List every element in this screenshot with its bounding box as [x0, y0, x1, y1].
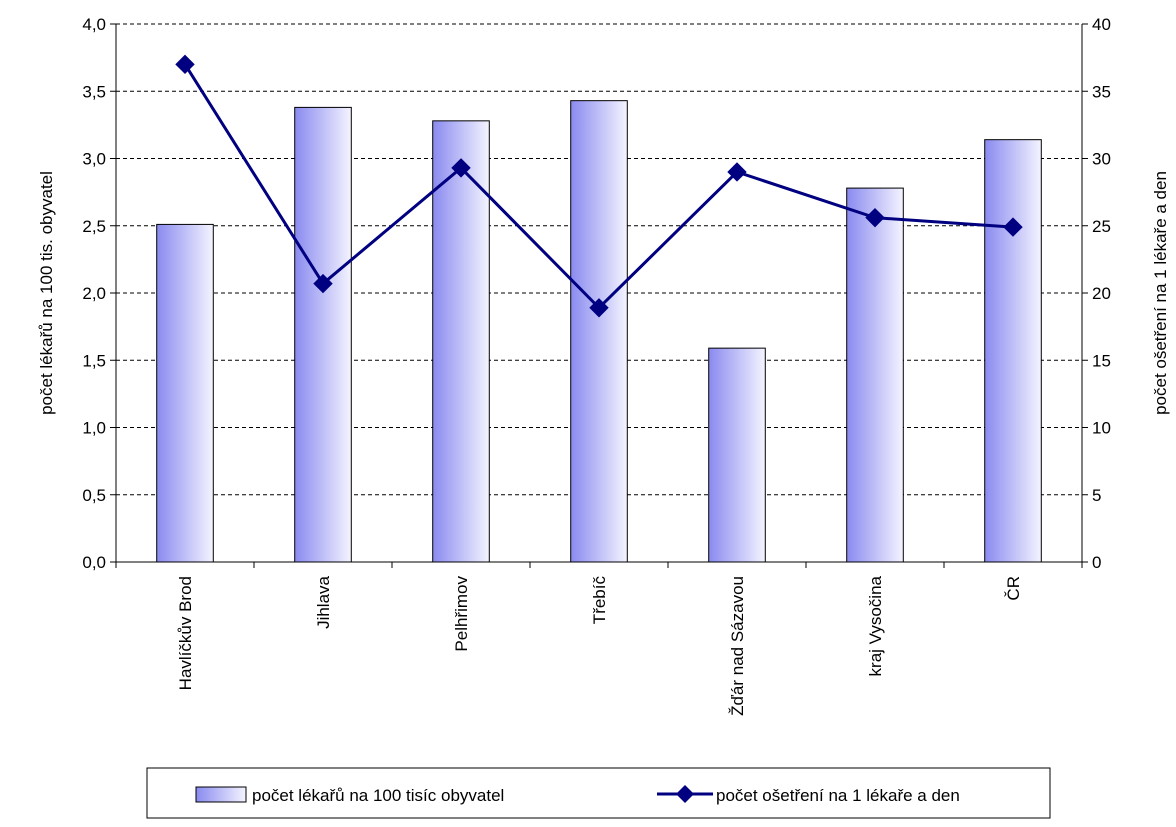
y-tick-label: 0,5 — [82, 486, 106, 505]
bar — [432, 120, 490, 563]
bar — [294, 106, 352, 563]
x-tick-label: Žďár nad Sázavou — [728, 576, 747, 716]
line-marker — [175, 54, 195, 75]
y-tick-label: 1,0 — [82, 419, 106, 438]
legend: počet lékařů na 100 tisíc obyvatel počet … — [146, 767, 1051, 819]
x-tick-label: Jihlava — [314, 575, 333, 628]
bar — [846, 187, 904, 563]
y2-tick-label: 30 — [1092, 150, 1111, 169]
y2-tick-label: 5 — [1092, 486, 1101, 505]
y-axis-title: počet lékařů na 100 tis. obyvatel — [37, 171, 56, 415]
y-tick-label: 0,0 — [82, 553, 106, 572]
legend-bar-swatch — [195, 786, 247, 803]
line-marker — [1003, 217, 1023, 237]
y2-tick-label: 10 — [1092, 419, 1111, 438]
y2-tick-label: 25 — [1092, 217, 1111, 236]
y-tick-label: 4,0 — [82, 15, 106, 34]
x-tick-label: Pelhřimov — [452, 576, 471, 652]
line-marker — [589, 298, 609, 318]
bar-series — [156, 100, 1042, 563]
line-marker — [865, 207, 885, 228]
bar — [708, 347, 766, 563]
line-marker — [313, 273, 333, 294]
y-tick-label: 2,0 — [82, 284, 106, 303]
legend-marker — [676, 785, 694, 803]
y2-tick-label: 20 — [1092, 284, 1111, 303]
y2-tick-label: 40 — [1092, 15, 1111, 34]
line-marker — [451, 158, 471, 178]
y-tick-label: 2,5 — [82, 217, 106, 236]
y-tick-label: 3,5 — [82, 82, 106, 101]
legend-label: počet ošetření na 1 lékaře a den — [716, 786, 960, 805]
x-tick-label: ČR — [1004, 576, 1023, 601]
legend-label: počet lékařů na 100 tisíc obyvatel — [252, 786, 504, 805]
y2-axis-title: počet ošetření na 1 lékaře a den — [1151, 171, 1170, 415]
line-marker — [727, 162, 747, 182]
y-tick-label: 1,5 — [82, 351, 106, 370]
y2-tick-label: 35 — [1092, 82, 1111, 101]
x-tick-label: Havlíčkův Brod — [176, 576, 195, 690]
bar — [984, 139, 1042, 563]
legend-box — [146, 767, 1051, 819]
x-tick-label: Třebíč — [590, 576, 609, 625]
line-series — [175, 54, 1023, 318]
bar — [156, 223, 214, 563]
axes — [110, 23, 1088, 568]
x-tick-label: kraj Vysočina — [866, 575, 885, 676]
bar — [570, 100, 628, 563]
y2-tick-label: 0 — [1092, 553, 1101, 572]
y2-tick-label: 15 — [1092, 351, 1111, 370]
axis-labels: 0,0 0,5 1,0 1,5 2,0 2,5 3,0 3,5 4,0 0 5 10 15 20 25 30 3… — [37, 15, 1170, 716]
y-tick-label: 3,0 — [82, 150, 106, 169]
